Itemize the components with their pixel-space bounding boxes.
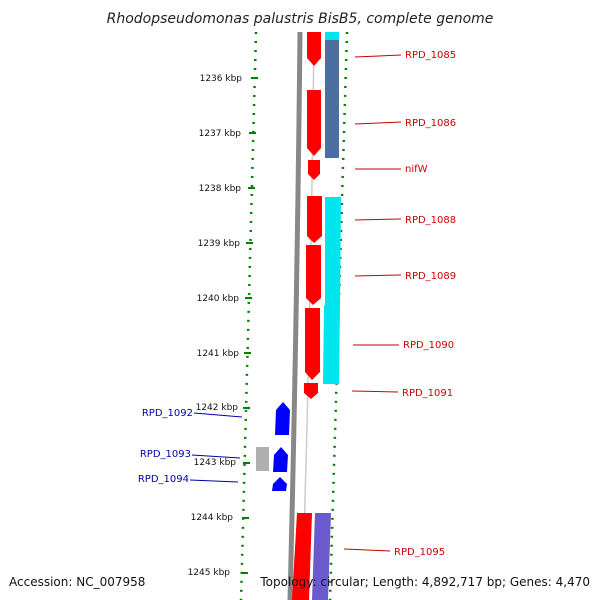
tick-label: 1239 kbp	[198, 239, 241, 249]
gene-label-rpd-1092[interactable]: RPD_1092	[142, 408, 193, 419]
tick-label: 1240 kbp	[197, 294, 240, 304]
gene-label-rpd-1090[interactable]: RPD_1090	[403, 340, 454, 351]
tick-label: 1244 kbp	[191, 513, 234, 523]
right-gene-labels: RPD_1085 RPD_1086 nifW RPD_1088 RPD_1089…	[343, 50, 456, 558]
accession-text: Accession: NC_007958	[9, 575, 145, 589]
tick-marks	[241, 77, 258, 574]
label-connector	[354, 274, 402, 277]
label-connector	[191, 454, 241, 459]
backbone-outer	[287, 31, 303, 600]
gene-arrow-rpd-1091	[304, 383, 318, 399]
cyan-feature	[323, 305, 340, 384]
gene-arrow-rpd-1089	[306, 245, 321, 305]
gene-arrow-rpd-1090	[305, 308, 320, 380]
map-title: Rhodopseudomonas palustris BisB5, comple…	[107, 11, 494, 27]
gene-arrow-rpd-1085	[307, 32, 321, 66]
tick-labels: 1236 kbp 1237 kbp 1238 kbp 1239 kbp 1240…	[188, 74, 243, 578]
forward-genes	[292, 32, 322, 600]
tick-label: 1241 kbp	[197, 349, 240, 359]
topology-text: Topology: circular; Length: 4,892,717 bp…	[259, 575, 590, 589]
steelblue-feature	[325, 32, 339, 158]
label-connector	[189, 479, 239, 483]
tick-label: 1242 kbp	[196, 403, 239, 413]
tick-label: 1238 kbp	[199, 184, 242, 194]
label-connector	[193, 412, 243, 418]
cyan-feature	[325, 197, 341, 305]
gene-arrow-rpd-1095	[292, 513, 312, 600]
gene-arrow-rpd-1086	[307, 90, 321, 156]
gene-label-rpd-1093[interactable]: RPD_1093	[140, 449, 191, 460]
gene-label-rpd-1085[interactable]: RPD_1085	[405, 50, 456, 61]
gene-label-nifw[interactable]: nifW	[405, 164, 428, 175]
left-ruler-line	[239, 31, 258, 600]
label-connector	[351, 390, 399, 393]
gene-arrow-rpd-1094	[272, 477, 287, 491]
label-connector	[343, 548, 391, 552]
gene-arrow-rpd-1093	[273, 447, 288, 472]
purple-feature	[312, 513, 331, 600]
left-gene-labels: RPD_1092 RPD_1093 RPD_1094	[138, 408, 243, 485]
gene-arrow-rpd-1092	[275, 402, 290, 435]
gene-label-rpd-1086[interactable]: RPD_1086	[405, 118, 456, 129]
tick-label: 1236 kbp	[200, 74, 243, 84]
gene-label-rpd-1091[interactable]: RPD_1091	[402, 388, 453, 399]
label-connector	[354, 54, 402, 58]
gene-label-rpd-1088[interactable]: RPD_1088	[405, 215, 456, 226]
reverse-genes	[272, 402, 290, 491]
gene-arrow-rpd-1088	[307, 196, 322, 243]
gene-label-rpd-1095[interactable]: RPD_1095	[394, 547, 445, 558]
tick-label: 1237 kbp	[199, 129, 242, 139]
tick-label: 1245 kbp	[188, 568, 231, 578]
cyan-feature-top	[325, 32, 339, 40]
gene-label-rpd-1094[interactable]: RPD_1094	[138, 474, 189, 485]
gene-arrow-nifw	[308, 160, 320, 180]
label-connector	[354, 218, 402, 221]
gray-feature	[256, 447, 269, 471]
gene-label-rpd-1089[interactable]: RPD_1089	[405, 271, 456, 282]
label-connector	[354, 121, 402, 125]
tick-label: 1243 kbp	[194, 458, 237, 468]
